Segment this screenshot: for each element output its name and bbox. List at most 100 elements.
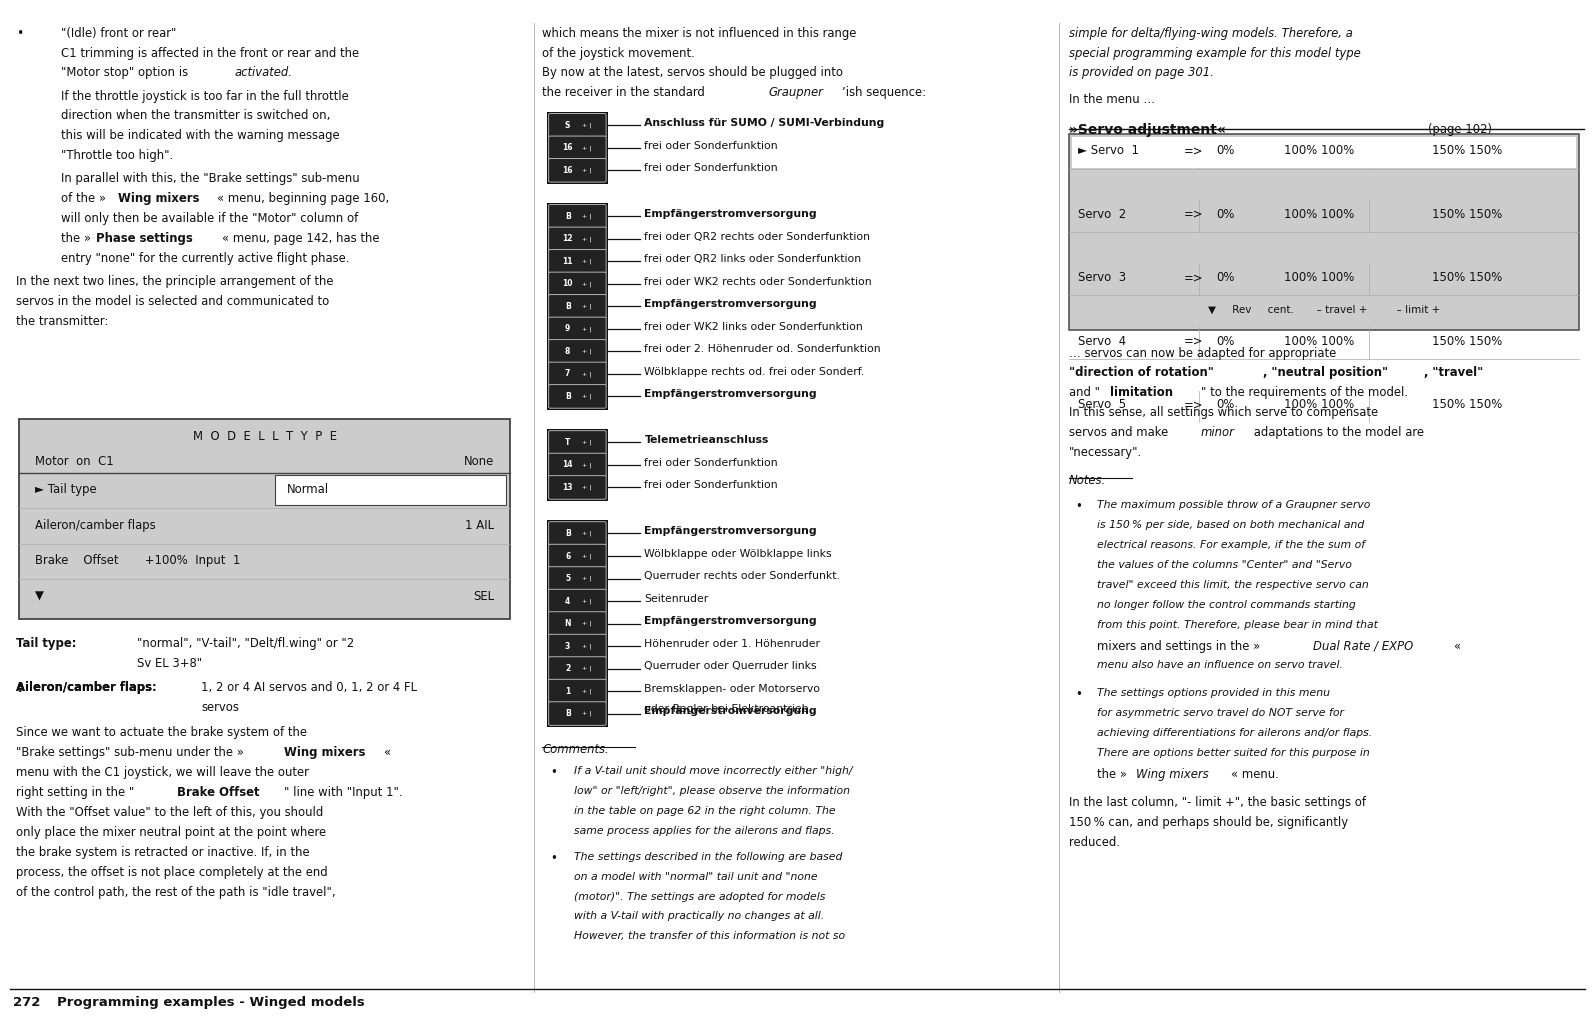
Text: with a V-tail with practically no changes at all.: with a V-tail with practically no change…	[574, 911, 825, 922]
Text: 100% 100%: 100% 100%	[1284, 398, 1354, 411]
Text: In the last column, "- limit +", the basic settings of: In the last column, "- limit +", the bas…	[1069, 796, 1365, 809]
Text: no longer follow the control commands starting: no longer follow the control commands st…	[1097, 601, 1356, 610]
Text: 100% 100%: 100% 100%	[1284, 208, 1354, 221]
Text: adaptations to the model are: adaptations to the model are	[1250, 427, 1424, 439]
Text: If the throttle joystick is too far in the full throttle: If the throttle joystick is too far in t…	[61, 89, 348, 102]
Text: 100% 100%: 100% 100%	[1284, 144, 1354, 158]
Text: Aileron/camber flaps: Aileron/camber flaps	[35, 519, 156, 532]
FancyBboxPatch shape	[549, 159, 606, 182]
Text: from this point. Therefore, please bear in mind that: from this point. Therefore, please bear …	[1097, 620, 1378, 630]
Text: The settings described in the following are based: The settings described in the following …	[574, 851, 842, 861]
Text: •: •	[16, 27, 24, 40]
Text: servos and make: servos and make	[1069, 427, 1172, 439]
Text: oder Regler bei Elektroantrieb: oder Regler bei Elektroantrieb	[644, 704, 809, 714]
Text: Dual Rate / EXPO: Dual Rate / EXPO	[1313, 640, 1413, 653]
Text: 0%: 0%	[1215, 271, 1235, 284]
Text: + |: + |	[582, 214, 592, 219]
Text: + |: + |	[582, 394, 592, 399]
Text: frei oder WK2 rechts oder Sonderfunktion: frei oder WK2 rechts oder Sonderfunktion	[644, 276, 872, 286]
FancyBboxPatch shape	[549, 612, 606, 635]
Text: in the table on page 62 in the right column. The: in the table on page 62 in the right col…	[574, 806, 836, 815]
Text: B: B	[565, 302, 571, 311]
Text: " to the requirements of the model.: " to the requirements of the model.	[1201, 387, 1408, 399]
Text: low" or "left/right", please observe the information: low" or "left/right", please observe the…	[574, 786, 850, 796]
Text: the »: the »	[61, 232, 91, 246]
Text: servos in the model is selected and communicated to: servos in the model is selected and comm…	[16, 295, 329, 308]
FancyBboxPatch shape	[549, 634, 606, 658]
Text: =>: =>	[1183, 271, 1203, 284]
Text: Wölbklappe rechts od. frei oder Sonderf.: Wölbklappe rechts od. frei oder Sonderf.	[644, 367, 864, 376]
Text: … servos can now be adapted for appropriate: … servos can now be adapted for appropri…	[1069, 347, 1337, 359]
Text: 100% 100%: 100% 100%	[1284, 335, 1354, 348]
Text: "Motor stop" option is: "Motor stop" option is	[61, 66, 191, 80]
Text: «: «	[383, 747, 389, 759]
Text: B: B	[565, 529, 571, 538]
Text: + |: + |	[582, 123, 592, 128]
Text: frei oder Sonderfunktion: frei oder Sonderfunktion	[644, 140, 778, 150]
Text: •: •	[550, 765, 557, 779]
Text: + |: + |	[582, 666, 592, 671]
Text: limitation: limitation	[1110, 387, 1172, 399]
Text: 0%: 0%	[1215, 144, 1235, 158]
Text: frei oder Sonderfunktion: frei oder Sonderfunktion	[644, 163, 778, 173]
Text: C1 trimming is affected in the front or rear and the: C1 trimming is affected in the front or …	[61, 46, 359, 59]
Text: 0%: 0%	[1215, 398, 1235, 411]
Text: process, the offset is not place completely at the end: process, the offset is not place complet…	[16, 866, 327, 879]
Text: Brake Offset: Brake Offset	[177, 787, 260, 799]
Text: + |: + |	[582, 281, 592, 286]
Text: « menu, page 142, has the: « menu, page 142, has the	[222, 232, 380, 246]
Bar	[274, 475, 506, 505]
FancyBboxPatch shape	[549, 362, 606, 386]
Text: activated.: activated.	[234, 66, 292, 80]
Text: only place the mixer neutral point at the point where: only place the mixer neutral point at th…	[16, 827, 325, 839]
Text: frei oder 2. Höhenruder od. Sonderfunktion: frei oder 2. Höhenruder od. Sonderfunkti…	[644, 344, 880, 354]
Text: ► Tail type: ► Tail type	[35, 483, 97, 496]
FancyBboxPatch shape	[549, 657, 606, 680]
Text: which means the mixer is not influenced in this range: which means the mixer is not influenced …	[542, 27, 857, 40]
Text: «: «	[1453, 640, 1459, 653]
Text: B: B	[565, 392, 571, 401]
Bar	[1072, 137, 1576, 168]
Text: Servo  3: Servo 3	[1078, 271, 1126, 284]
Text: achieving differentiations for ailerons and/or flaps.: achieving differentiations for ailerons …	[1097, 728, 1373, 738]
Text: + |: + |	[582, 621, 592, 626]
FancyBboxPatch shape	[549, 317, 606, 341]
Text: 6: 6	[565, 551, 571, 561]
Text: , "travel": , "travel"	[1424, 366, 1483, 380]
Text: 13: 13	[563, 483, 573, 492]
FancyBboxPatch shape	[549, 453, 606, 477]
Text: servos: servos	[201, 702, 239, 714]
Text: minor: minor	[1201, 427, 1235, 439]
Text: Servo  4: Servo 4	[1078, 335, 1126, 348]
Text: In parallel with this, the "Brake settings" sub-menu: In parallel with this, the "Brake settin…	[61, 172, 359, 185]
Text: will only then be available if the "Motor" column of: will only then be available if the "Moto…	[61, 212, 357, 225]
Text: Aileron/camber flaps:: Aileron/camber flaps:	[16, 681, 156, 695]
Text: simple for delta/flying-wing models. Therefore, a: simple for delta/flying-wing models. The…	[1069, 27, 1353, 40]
Text: Querruder rechts oder Sonderfunkt.: Querruder rechts oder Sonderfunkt.	[644, 571, 841, 581]
Text: Motor  on  C1: Motor on C1	[35, 455, 113, 469]
Text: Anschluss für SUMO / SUMI-Verbindung: Anschluss für SUMO / SUMI-Verbindung	[644, 118, 885, 128]
Text: 150 % can, and perhaps should be, significantly: 150 % can, and perhaps should be, signif…	[1069, 816, 1348, 829]
FancyBboxPatch shape	[549, 114, 606, 137]
Text: =>: =>	[1183, 398, 1203, 411]
Text: None: None	[464, 455, 494, 469]
FancyBboxPatch shape	[549, 522, 606, 545]
Text: 150% 150%: 150% 150%	[1432, 398, 1502, 411]
Text: the »: the »	[1097, 768, 1128, 781]
Text: + |: + |	[582, 259, 592, 264]
Text: B: B	[565, 709, 571, 718]
Text: special programming example for this model type: special programming example for this mod…	[1069, 46, 1361, 59]
Text: the brake system is retracted or inactive. If, in the: the brake system is retracted or inactiv…	[16, 846, 309, 859]
Text: Wölbklappe oder Wölbklappe links: Wölbklappe oder Wölbklappe links	[644, 548, 833, 559]
Text: entry "none" for the currently active flight phase.: entry "none" for the currently active fl…	[61, 252, 349, 265]
Text: ▼     Rev     cent.       – travel +         – limit +: ▼ Rev cent. – travel + – limit +	[1207, 305, 1440, 315]
Text: 150% 150%: 150% 150%	[1432, 208, 1502, 221]
Text: + |: + |	[582, 531, 592, 536]
FancyBboxPatch shape	[549, 205, 606, 228]
Text: 16: 16	[563, 143, 573, 152]
Text: 0%: 0%	[1215, 335, 1235, 348]
Text: of the »: of the »	[61, 192, 105, 206]
Text: 1 AIL: 1 AIL	[466, 519, 494, 532]
Text: + |: + |	[582, 462, 592, 468]
Text: 0%: 0%	[1215, 208, 1235, 221]
